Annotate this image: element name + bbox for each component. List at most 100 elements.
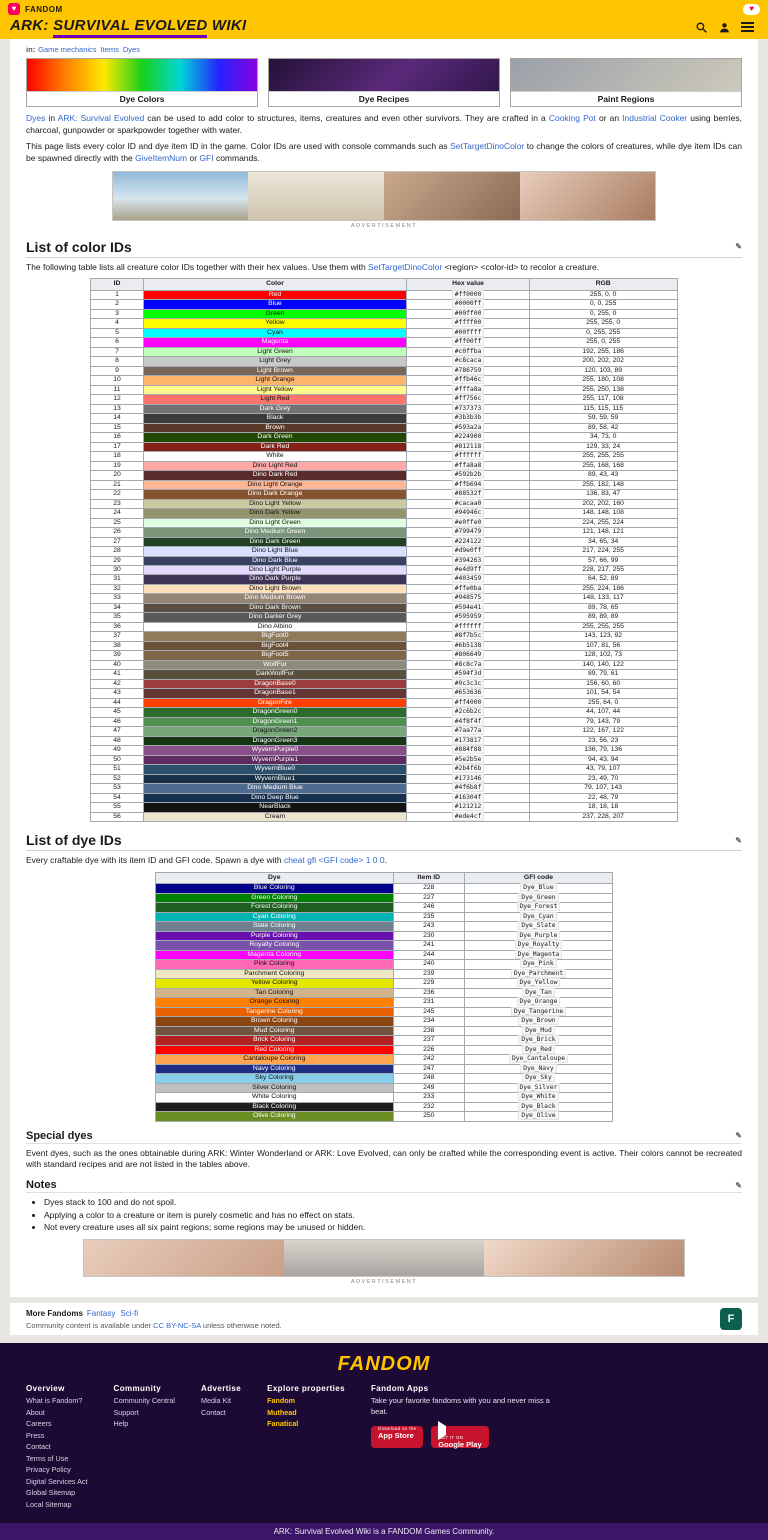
app-store-badge[interactable]: Download on the App Store — [370, 1425, 424, 1448]
color-id-cell: 7 — [90, 346, 144, 358]
ad-banner-bottom[interactable] — [83, 1239, 685, 1278]
footer-link[interactable]: Media Kit — [201, 1396, 231, 1406]
color-rgb-cell: 89, 89, 89 — [528, 612, 678, 623]
category-link[interactable]: Game mechanics — [38, 45, 97, 54]
dye-swatch-cell: Brick Coloring — [154, 1035, 394, 1046]
color-id-cell: 21 — [90, 479, 144, 491]
color-rgb-cell: 224, 255, 224 — [528, 517, 678, 529]
dye-itemid-cell: 231 — [392, 997, 465, 1008]
nav-card-paint-regions[interactable]: Paint Regions — [510, 58, 742, 107]
license-link[interactable]: CC BY-NC-SA — [153, 1320, 201, 1330]
footer-link[interactable]: What is Fandom? — [26, 1396, 83, 1406]
color-rgb-cell: 64, 52, 89 — [528, 574, 678, 585]
color-id-cell: 50 — [90, 754, 144, 766]
footer-link[interactable]: Fanatical — [267, 1419, 299, 1429]
inline-link[interactable]: SetTargetDinoColor — [368, 261, 443, 272]
color-hex-cell: #4f6b8f — [406, 783, 530, 794]
color-swatch-cell: Dark Red — [142, 441, 408, 453]
color-id-cell: 25 — [90, 517, 144, 529]
edit-link[interactable]: ✎ — [735, 242, 742, 251]
color-rgb-cell: 255, 250, 138 — [528, 384, 678, 396]
nav-card-dye-recipes[interactable]: Dye Recipes — [268, 58, 500, 107]
footer-link[interactable]: Support — [113, 1407, 139, 1417]
color-hex-cell: #c8caca — [406, 356, 530, 367]
color-swatch-cell: NearBlack — [142, 802, 408, 813]
more-fandoms-link[interactable]: Fantasy — [86, 1308, 116, 1318]
dye-itemid-cell: 227 — [392, 892, 465, 904]
color-swatch-cell: Dark Green — [142, 432, 408, 443]
menu-icon[interactable] — [741, 20, 754, 34]
google-play-badge[interactable]: GET IT ON Google Play — [431, 1420, 489, 1449]
inline-link[interactable]: Cooking Pot — [548, 113, 596, 123]
color-swatch-cell: White — [142, 451, 408, 462]
footer-link[interactable]: Community Central — [113, 1396, 176, 1406]
category-link[interactable]: Items — [100, 45, 119, 54]
color-hex-cell: #594e41 — [406, 602, 530, 614]
dye-table-header-row: Dye Item ID GFI code — [154, 871, 614, 885]
color-hex-cell: #593a2a — [406, 422, 530, 434]
inline-link[interactable]: Dyes — [26, 113, 46, 123]
inline-link[interactable]: cheat gfi <GFI code> 1 0 0 — [283, 855, 385, 866]
footer-link[interactable]: Contact — [201, 1407, 226, 1417]
edit-link[interactable]: ✎ — [735, 836, 742, 845]
color-swatch-cell: WyvernBlue0 — [142, 764, 408, 775]
ad-banner-top[interactable] — [111, 170, 657, 221]
more-fandoms-links: Fantasy Sci-fi — [87, 1309, 143, 1318]
edit-link[interactable]: ✎ — [735, 1131, 742, 1140]
color-id-row: 1 Red #ff0000 255, 0, 0 — [90, 289, 678, 301]
dye-itemid-cell: 243 — [392, 921, 465, 932]
inline-link[interactable]: GiveItemNum — [135, 152, 188, 163]
color-swatch-cell: DragonFire — [142, 697, 408, 709]
inline-link[interactable]: Industrial Cooker — [622, 113, 688, 123]
color-swatch-cell: Green — [142, 308, 408, 320]
nav-card-dye-colors[interactable]: Dye Colors — [26, 58, 258, 107]
user-avatar-icon[interactable] — [718, 21, 731, 34]
footer-link[interactable]: About — [26, 1407, 45, 1417]
footer-link[interactable]: Help — [113, 1419, 129, 1429]
color-hex-cell: #ffffff — [406, 621, 530, 633]
color-hex-cell: #0000ff — [406, 299, 530, 310]
footer-link[interactable]: Digital Services Act — [26, 1476, 88, 1486]
community-badge-icon[interactable]: F — [720, 1308, 742, 1331]
fandom-logo-icon[interactable]: ♥ — [8, 3, 20, 15]
fandom-site-label[interactable]: FANDOM — [25, 4, 63, 14]
text-segment: to change the colors of creatures, while… — [26, 140, 742, 163]
notification-pill[interactable]: ♥ — [743, 3, 760, 15]
color-hex-cell: #7aa77a — [406, 726, 530, 737]
color-hex-cell: #403459 — [406, 574, 530, 585]
fandom-footer-logo[interactable]: FANDOM — [337, 1353, 431, 1376]
footer-link[interactable]: Terms of Use — [26, 1453, 69, 1463]
category-link[interactable]: Dyes — [122, 45, 140, 54]
footer-link[interactable]: Press — [26, 1430, 45, 1440]
inline-link[interactable]: ARK: Survival Evolved — [57, 113, 145, 123]
color-id-cell: 9 — [90, 365, 144, 377]
column-header: ID — [90, 278, 144, 291]
color-hex-cell: #3b3b3b — [406, 413, 530, 424]
color-swatch-cell: Dino Light Green — [142, 517, 408, 529]
dye-itemid-cell: 250 — [392, 1111, 465, 1122]
dye-id-row: Sky Coloring 248 Dye_Sky — [154, 1073, 614, 1084]
footer-link[interactable]: Global Sitemap — [26, 1488, 76, 1498]
footer-link[interactable]: Careers — [26, 1419, 52, 1429]
special-dyes-text: Event dyes, such as the ones obtainable … — [26, 1147, 742, 1170]
inline-link[interactable]: GFI — [199, 152, 214, 163]
text-segment: using berries, charcoal, gunpowder or sp… — [26, 113, 742, 135]
search-icon[interactable] — [695, 21, 708, 34]
footer-link[interactable]: Muthead — [267, 1407, 297, 1417]
wiki-title[interactable]: ARK: SURVIVAL EVOLVED WIKI — [10, 17, 246, 38]
color-id-row: 33 Dino Medium Brown #948575 148, 133, 117 — [90, 593, 678, 604]
inline-link[interactable]: SetTargetDinoColor — [450, 140, 525, 151]
color-swatch-cell: BigFoot5 — [142, 650, 408, 661]
more-fandoms-link[interactable]: Sci-fi — [120, 1308, 139, 1318]
color-hex-cell: #592b2b — [406, 470, 530, 481]
footer-link[interactable]: Privacy Policy — [26, 1465, 71, 1475]
footer-link[interactable]: Fandom — [267, 1396, 296, 1406]
dye-id-row: Orange Coloring 231 Dye_Orange — [154, 997, 614, 1008]
color-rgb-cell: 136, 83, 47 — [528, 489, 678, 500]
dye-itemid-cell: 248 — [392, 1073, 465, 1084]
footer-link[interactable]: Local Sitemap — [26, 1499, 72, 1509]
color-hex-cell: #6b5138 — [406, 640, 530, 652]
color-id-cell: 41 — [90, 669, 144, 680]
footer-link[interactable]: Contact — [26, 1442, 51, 1452]
edit-link[interactable]: ✎ — [735, 1181, 742, 1190]
